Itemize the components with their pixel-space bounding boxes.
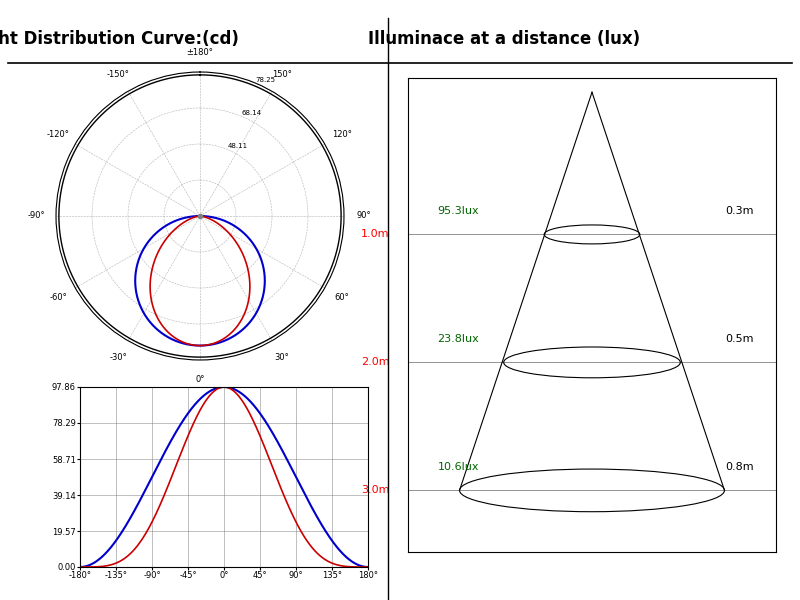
Text: 23.8lux: 23.8lux [438,334,479,344]
Text: 95.3lux: 95.3lux [438,206,479,216]
Text: 0.5m: 0.5m [726,334,754,344]
Text: 3.0m: 3.0m [361,485,390,496]
Text: 10.6lux: 10.6lux [438,461,479,472]
Text: 0.3m: 0.3m [726,206,754,216]
Text: 1.0m: 1.0m [361,229,390,239]
Text: Illuminace at a distance (lux): Illuminace at a distance (lux) [368,30,640,48]
Text: Light Distribution Curve:(cd): Light Distribution Curve:(cd) [0,30,238,48]
Text: 0.8m: 0.8m [726,461,754,472]
Text: 2.0m: 2.0m [361,358,390,367]
